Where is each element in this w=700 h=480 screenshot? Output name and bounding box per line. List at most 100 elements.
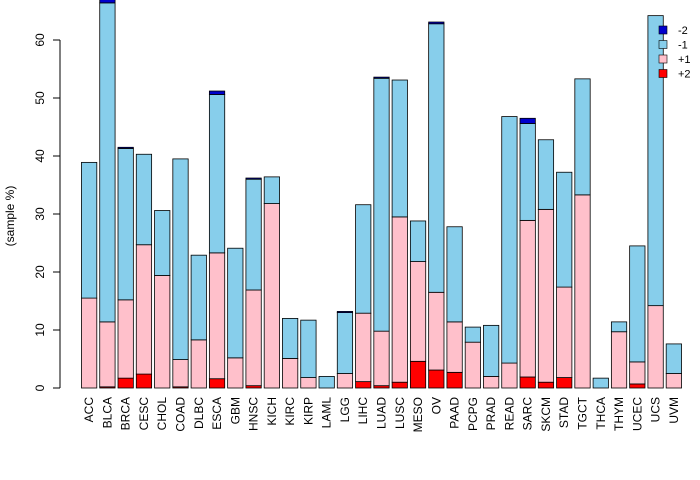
x-tick-label-THYM: THYM	[612, 397, 626, 431]
y-tick-label: 60	[33, 33, 47, 47]
x-tick-label-LAML: LAML	[320, 397, 334, 429]
bar-series-group	[81, 0, 682, 389]
bar-PCPG-minus1	[464, 326, 481, 343]
bar-LUSC-plus2	[391, 381, 408, 389]
bar-SKCM-minus1	[537, 139, 555, 210]
legend-swatch-1	[658, 40, 668, 49]
bar-LIHC-minus1	[355, 204, 372, 314]
bar-DLBC-plus1	[190, 339, 207, 389]
bar-KIRC-minus1	[282, 317, 299, 359]
bar-BRCA-minus1	[117, 148, 134, 301]
bar-PCPG-plus1	[464, 341, 481, 389]
bar-ESCA-minus1	[208, 94, 226, 254]
y-tick-label: 10	[33, 323, 47, 337]
bar-MESO-plus2	[409, 360, 427, 389]
x-tick-label-UVM: UVM	[667, 397, 681, 424]
bar-OV-minus2	[428, 21, 445, 25]
bar-ESCA-minus2	[208, 90, 226, 95]
bar-UCEC-plus2	[629, 383, 646, 389]
x-tick-label-LIHC: LIHC	[356, 397, 370, 425]
bar-LUAD-plus1	[373, 330, 390, 387]
bar-DLBC-minus1	[190, 254, 207, 341]
bar-READ-minus1	[501, 116, 518, 364]
bar-LUAD-minus2	[373, 76, 390, 79]
bar-STAD-plus1	[556, 286, 573, 378]
legend-label-3: +2	[678, 69, 691, 81]
bar-UVM-minus1	[665, 343, 682, 374]
y-tick-label: 40	[33, 149, 47, 163]
bar-SARC-minus2	[519, 117, 536, 124]
bar-KIRP-plus1	[300, 377, 317, 389]
bar-BRCA-minus2	[117, 146, 134, 149]
bar-CHOL-plus1	[154, 275, 171, 389]
x-tick-label-STAD: STAD	[557, 397, 571, 428]
bar-HNSC-minus1	[245, 178, 262, 291]
x-tick-label-MESO: MESO	[411, 397, 425, 432]
bar-UCS-plus1	[647, 305, 664, 389]
legend-swatch-3	[658, 69, 668, 78]
bar-PAAD-plus2	[446, 371, 463, 389]
bar-COAD-minus1	[172, 158, 189, 360]
x-tick-label-UCS: UCS	[649, 397, 663, 422]
bar-UCS-minus1	[647, 15, 664, 307]
bar-KICH-plus1	[263, 203, 280, 389]
bar-CESC-plus1	[135, 244, 153, 375]
bar-READ-plus1	[501, 362, 518, 389]
x-tick-label-LUSC: LUSC	[393, 397, 407, 429]
bar-PAAD-minus1	[446, 226, 463, 323]
x-tick-label-COAD: COAD	[174, 397, 188, 432]
y-tick-label: 0	[33, 384, 47, 391]
bar-LUSC-minus1	[391, 79, 408, 218]
bar-SARC-minus1	[519, 123, 536, 221]
bar-MESO-plus1	[409, 261, 427, 362]
bar-SKCM-plus1	[537, 208, 555, 383]
bar-ESCA-plus2	[208, 378, 226, 389]
bar-MESO-minus1	[409, 220, 427, 262]
y-tick-label: 30	[33, 207, 47, 221]
bar-LIHC-plus1	[355, 312, 372, 383]
bar-LUSC-plus1	[391, 216, 408, 383]
bar-HNSC-plus1	[245, 289, 262, 387]
legend-label-0: -2	[678, 25, 688, 37]
x-tick-label-LUAD: LUAD	[375, 397, 389, 429]
bar-KIRC-plus1	[282, 358, 299, 389]
x-tick-label-THCA: THCA	[594, 397, 608, 430]
bar-OV-minus1	[428, 23, 445, 293]
x-tick-label-HNSC: HNSC	[247, 397, 261, 431]
y-tick-label: 50	[33, 91, 47, 105]
bar-CHOL-minus1	[154, 210, 171, 276]
bar-KIRP-minus1	[300, 319, 317, 378]
x-tick-label-KICH: KICH	[265, 397, 279, 426]
bar-BLCA-plus1	[99, 321, 116, 388]
bar-UCEC-minus1	[629, 245, 646, 363]
bar-LUAD-minus1	[373, 77, 390, 332]
bar-CESC-minus1	[135, 153, 153, 246]
legend-label-1: -1	[678, 40, 688, 52]
bar-THYM-plus1	[610, 331, 628, 389]
legend: -2 -1 +1 +2	[658, 25, 691, 81]
bar-OV-plus2	[428, 369, 445, 389]
x-tick-label-KIRC: KIRC	[283, 397, 297, 426]
bar-LGG-minus1	[336, 312, 354, 374]
x-tick-label-UCEC: UCEC	[630, 397, 644, 431]
bar-STAD-minus1	[556, 171, 573, 288]
x-tick-label-SKCM: SKCM	[539, 397, 553, 432]
bar-BRCA-plus1	[117, 299, 134, 379]
bar-PAAD-plus1	[446, 321, 463, 373]
y-axis-label: (sample %)	[3, 186, 17, 247]
bar-ESCA-plus1	[208, 252, 226, 380]
bar-LAML-minus1	[318, 375, 335, 389]
x-tick-label-LGG: LGG	[338, 397, 352, 422]
bar-SKCM-plus2	[537, 381, 555, 389]
bar-OV-plus1	[428, 291, 445, 371]
x-tick-label-DLBC: DLBC	[192, 397, 206, 429]
x-tick-label-BRCA: BRCA	[119, 397, 133, 430]
bar-BLCA-minus1	[99, 2, 116, 323]
x-tick-label-BLCA: BLCA	[100, 397, 114, 428]
x-axis-labels: ACC BLCA BRCA CESC CHOL COAD DLBC ESCA GBM HNSC KI…	[82, 396, 681, 432]
bar-TGCT-plus1	[574, 194, 591, 389]
bar-ACC-plus1	[81, 297, 98, 389]
bar-BLCA-minus2	[99, 0, 116, 4]
x-tick-label-CHOL: CHOL	[155, 397, 169, 431]
